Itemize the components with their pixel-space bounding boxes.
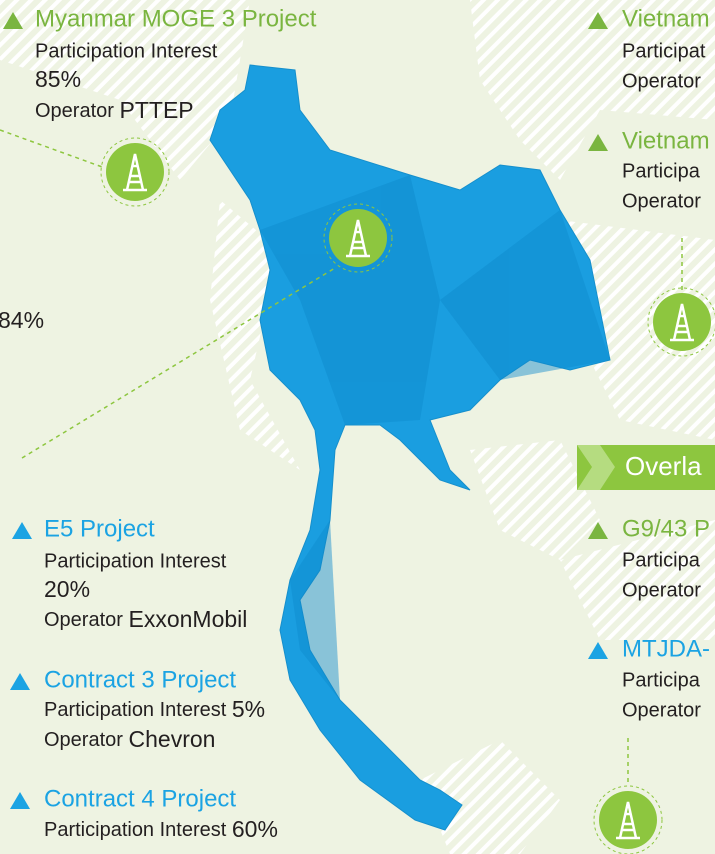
title: Myanmar MOGE 3 Project [35, 5, 317, 32]
banner-text: Overla [625, 451, 702, 481]
connector-lines [0, 129, 683, 785]
project-e5: E5 Project Participation Interest 20% Op… [44, 515, 247, 632]
title: MTJDA- [622, 635, 710, 662]
title: Vietnam [622, 127, 710, 154]
operator-label: Operator [622, 70, 701, 92]
title: Contract 3 Project [44, 666, 236, 693]
interest-label: Participa [622, 549, 701, 571]
project-vietnam-2: Vietnam Participa Operator [622, 127, 710, 212]
project-vietnam-1: Vietnam Participat Operator [622, 5, 710, 92]
interest: 20% [44, 576, 90, 602]
title: G9/43 P [622, 515, 710, 542]
interest-label: Participation Interest [35, 40, 218, 62]
operator-label: Operator [622, 699, 701, 721]
rig-icons [100, 137, 715, 854]
interest-label: Participa [622, 669, 701, 691]
interest-label: Participation Interest [44, 819, 227, 841]
operator: Chevron [129, 726, 216, 752]
interest-line: Participation Interest 60% [44, 816, 278, 842]
project-contract-4: Contract 4 Project Participation Interes… [44, 785, 278, 842]
operator: ExxonMobil [129, 606, 248, 632]
project-contract-3: Contract 3 Project Participation Interes… [44, 666, 265, 752]
interest-label: Participa [622, 160, 701, 182]
operator-line: Operator PTTEP [35, 97, 194, 123]
operator-line: Operator ExxonMobil [44, 606, 247, 632]
country-map [209, 64, 611, 831]
interest: 85% [35, 66, 81, 92]
interest-label: Participation Interest [44, 699, 227, 721]
project-myanmar: Myanmar MOGE 3 Project Participation Int… [35, 5, 317, 123]
operator-label: Operator [622, 579, 701, 601]
operator-label: Operator [44, 609, 123, 631]
project-mtjda: MTJDA- Participa Operator [622, 635, 710, 721]
operator-label: Operator [622, 190, 701, 212]
operator-label: Operator [35, 100, 114, 122]
title: E5 Project [44, 515, 155, 542]
operator: PTTEP [120, 97, 194, 123]
interest: 60% [232, 816, 278, 842]
interest-line: Participation Interest 5% [44, 696, 265, 722]
interest: 5% [232, 696, 265, 722]
title: Contract 4 Project [44, 785, 236, 812]
interest-label: Participat [622, 40, 706, 62]
banner: Overla [577, 445, 715, 490]
operator-line: Operator Chevron [44, 726, 215, 752]
interest-label: Participation Interest [44, 550, 227, 572]
project-g9: G9/43 P Participa Operator [622, 515, 710, 601]
left-fragment: 84% [0, 307, 44, 333]
title: Vietnam [622, 5, 710, 32]
operator-label: Operator [44, 729, 123, 751]
markers [3, 12, 608, 809]
